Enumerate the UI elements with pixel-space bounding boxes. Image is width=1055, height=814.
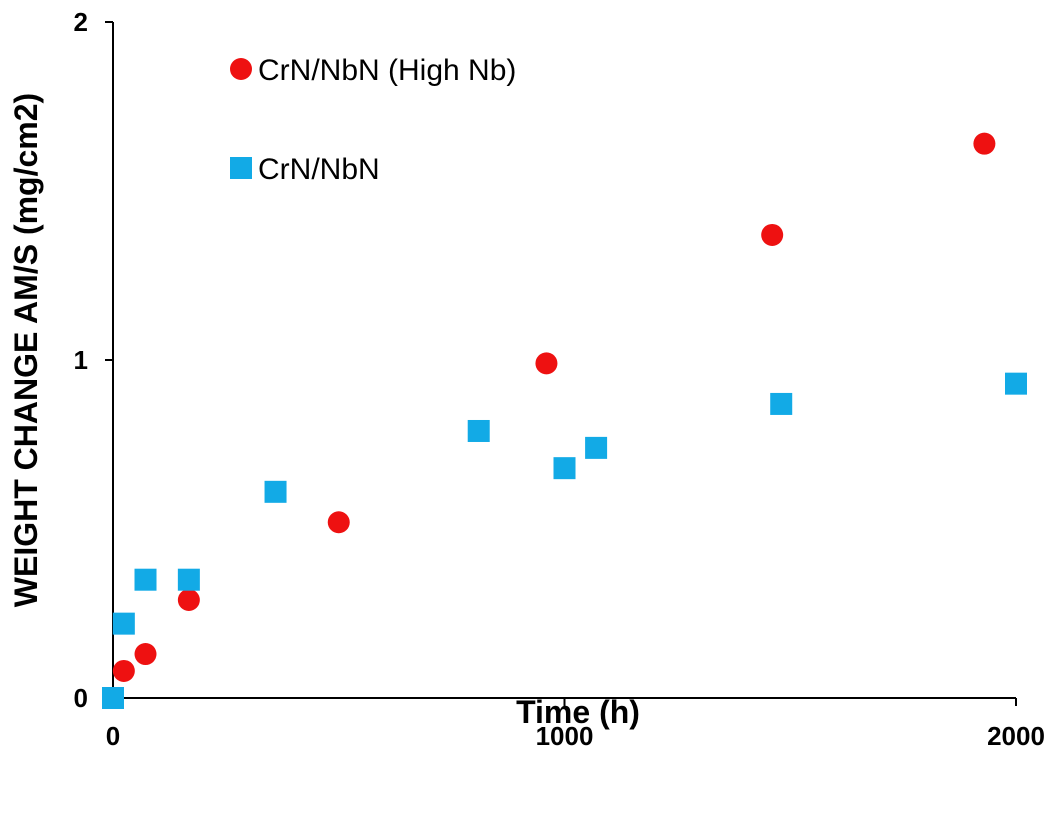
- x-tick-label: 2000: [987, 721, 1045, 751]
- data-point-square: [112, 612, 135, 635]
- axes: [112, 22, 1016, 699]
- legend-label-high-nb: CrN/NbN (High Nb): [258, 54, 516, 87]
- data-point-circle: [761, 223, 784, 246]
- x-tick-label: 1000: [536, 721, 594, 751]
- y-tick-label: 2: [74, 7, 88, 37]
- y-axis-title: WEIGHT CHANGE AM/S (mg/cm2): [8, 93, 44, 607]
- legend-label-crn-nbn: CrN/NbN: [258, 153, 380, 186]
- data-point-square: [177, 568, 200, 591]
- data-point-square: [264, 480, 287, 503]
- series-2: [102, 372, 1027, 709]
- data-point-circle: [177, 588, 200, 611]
- data-point-square: [770, 392, 793, 415]
- data-point-circle: [134, 643, 157, 666]
- data-points: [102, 132, 1027, 709]
- data-point-square: [1005, 372, 1027, 395]
- series-1: [112, 132, 996, 682]
- data-point-square: [467, 419, 490, 442]
- data-point-square: [553, 457, 576, 480]
- x-tick-label: 0: [106, 721, 120, 751]
- data-point-circle: [327, 511, 350, 534]
- legend: CrN/NbN (High Nb) CrN/NbN: [230, 54, 516, 186]
- data-point-square: [134, 568, 157, 591]
- tick-labels: 0 1000 2000 0 1 2: [74, 7, 1045, 751]
- y-tick-label: 0: [74, 683, 88, 713]
- data-point-square: [585, 436, 608, 459]
- legend-marker-high-nb: [230, 58, 252, 80]
- data-point-square: [102, 687, 124, 709]
- data-point-circle: [535, 352, 558, 375]
- legend-marker-crn-nbn: [230, 157, 252, 179]
- data-point-circle: [973, 132, 996, 155]
- data-point-circle: [112, 659, 135, 682]
- tick-marks: [105, 21, 1017, 706]
- y-tick-label: 1: [74, 345, 88, 375]
- x-axis-title: Time (h): [516, 694, 640, 730]
